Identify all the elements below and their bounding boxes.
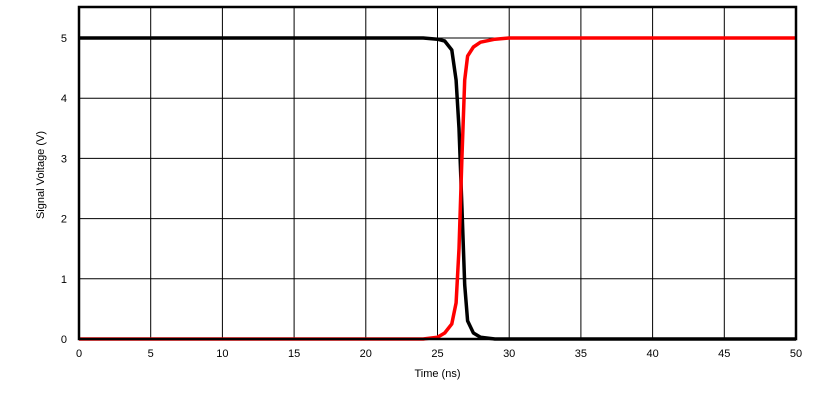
- y-tick-label: 0: [61, 334, 67, 346]
- x-tick-labels: 0 5 10 15 20 25 30 35 40 45 50: [76, 348, 802, 360]
- x-axis-label: Time (ns): [414, 368, 460, 380]
- y-tick-label: 3: [61, 153, 67, 165]
- x-tick-label: 30: [503, 348, 515, 360]
- x-tick-label: 25: [431, 348, 443, 360]
- y-tick-label: 4: [61, 93, 67, 105]
- plot-frame: [77, 5, 798, 341]
- x-tick-label: 40: [646, 348, 658, 360]
- x-tick-label: 50: [790, 348, 802, 360]
- x-tick-label: 5: [148, 348, 154, 360]
- x-tick-label: 35: [575, 348, 587, 360]
- y-tick-labels: 0 1 2 3 4 5: [61, 33, 67, 346]
- y-tick-label: 2: [61, 214, 67, 226]
- y-axis-label: Signal Voltage (V): [35, 131, 47, 219]
- y-tick-label: 5: [61, 33, 67, 45]
- grid: [79, 7, 796, 339]
- x-tick-label: 45: [718, 348, 730, 360]
- x-tick-label: 15: [288, 348, 300, 360]
- x-tick-label: 0: [76, 348, 82, 360]
- x-tick-label: 10: [216, 348, 228, 360]
- y-tick-label: 1: [61, 274, 67, 286]
- x-tick-label: 20: [360, 348, 372, 360]
